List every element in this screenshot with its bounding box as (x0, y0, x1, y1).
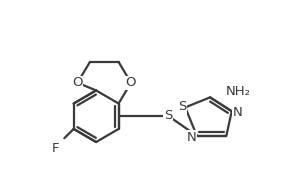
Text: N: N (232, 106, 242, 119)
Text: N: N (187, 131, 196, 144)
Text: NH₂: NH₂ (226, 85, 250, 98)
Text: F: F (51, 143, 59, 156)
Text: S: S (178, 100, 186, 113)
Text: S: S (164, 109, 172, 122)
Text: O: O (72, 76, 83, 89)
Text: O: O (126, 76, 136, 89)
